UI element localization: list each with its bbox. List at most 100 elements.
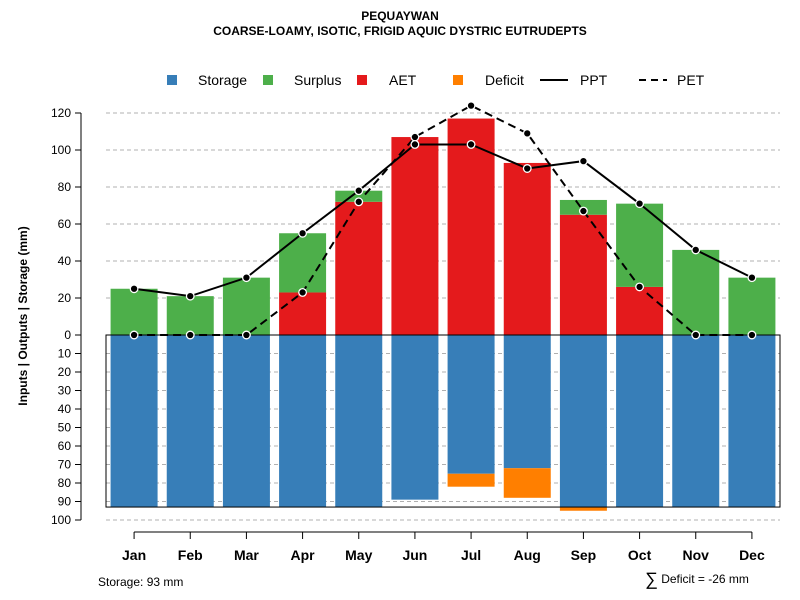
- y-tick-label: 100: [51, 513, 71, 527]
- legend-storage-label: Storage: [198, 72, 248, 88]
- storage-bar-jan: [110, 335, 158, 508]
- ppt-point-apr: [298, 228, 308, 238]
- ppt-point-sep: [578, 156, 588, 166]
- x-tick-label-feb: Feb: [178, 547, 203, 563]
- x-tick-label-jun: Jun: [402, 547, 427, 563]
- y-tick-label: 30: [58, 384, 72, 398]
- surplus-bar-may: [335, 190, 383, 202]
- ppt-point-aug: [522, 164, 532, 173]
- chart-subtitle: COARSE-LOAMY, ISOTIC, FRIGID AQUIC DYSTR…: [213, 24, 587, 38]
- aet-bar-oct: [616, 286, 664, 335]
- legend-aet-label: AET: [389, 72, 417, 88]
- legend-ppt-line-icon: [540, 79, 568, 81]
- pet-point-nov: [691, 330, 701, 340]
- pet-point-jun: [410, 132, 420, 142]
- y-tick-label: 80: [58, 476, 72, 490]
- storage-bar-may: [335, 335, 383, 508]
- x-tick-label-mar: Mar: [234, 547, 259, 563]
- y-tick-label: 40: [58, 254, 72, 268]
- y-tick-label: 100: [51, 143, 71, 157]
- aet-bar-aug: [503, 162, 551, 335]
- surplus-bar-dec: [728, 277, 776, 335]
- x-tick-label-aug: Aug: [514, 547, 541, 563]
- ppt-point-oct: [635, 199, 645, 209]
- y-tick-label: 20: [58, 291, 72, 305]
- aet-bar-apr: [279, 292, 327, 335]
- y-tick-label: 0: [64, 328, 71, 342]
- y-tick-label: 90: [58, 495, 72, 509]
- x-tick-label-may: May: [345, 547, 372, 563]
- pet-point-dec: [747, 330, 757, 340]
- chart-title: PEQUAYWAN: [361, 9, 439, 23]
- sum-symbol: ∑: [645, 569, 658, 589]
- storage-bar-sep: [559, 335, 607, 508]
- aet-bar-jul: [447, 118, 495, 335]
- deficit-text: Deficit = -26 mm: [661, 572, 749, 586]
- y-tick-label: 10: [58, 347, 72, 361]
- x-tick-label-jul: Jul: [461, 547, 481, 563]
- storage-bar-oct: [616, 335, 664, 508]
- storage-note: Storage: 93 mm: [98, 575, 184, 589]
- surplus-bar-mar: [222, 277, 270, 335]
- y-tick-label: 70: [58, 458, 72, 472]
- ppt-point-may: [354, 186, 364, 196]
- aet-bar-jun: [391, 137, 439, 335]
- deficit-bar-jul: [447, 473, 495, 487]
- legend-deficit-label: Deficit: [485, 72, 524, 88]
- storage-bar-mar: [222, 335, 270, 508]
- ppt-point-jun: [410, 139, 420, 149]
- x-tick-label-oct: Oct: [628, 547, 652, 563]
- legend-ppt-label: PPT: [580, 72, 608, 88]
- legend-pet-label: PET: [677, 72, 705, 88]
- storage-bar-dec: [728, 335, 776, 508]
- deficit-note: ∑ Deficit = -26 mm: [645, 569, 749, 590]
- pet-point-may: [354, 197, 364, 207]
- x-tick-label-dec: Dec: [739, 547, 765, 563]
- x-tick-label-jan: Jan: [122, 547, 146, 563]
- y-tick-label: 20: [58, 365, 72, 379]
- storage-bar-apr: [279, 335, 327, 508]
- legend-surplus-label: Surplus: [294, 72, 342, 88]
- y-tick-label: 80: [58, 180, 72, 194]
- storage-bar-nov: [672, 335, 720, 508]
- ppt-point-mar: [241, 273, 251, 283]
- deficit-bar-sep: [559, 507, 607, 511]
- ppt-point-feb: [185, 291, 195, 301]
- x-tick-label-nov: Nov: [683, 547, 710, 563]
- ppt-point-jan: [129, 284, 139, 294]
- pet-point-sep: [578, 206, 588, 216]
- deficit-bar-aug: [503, 468, 551, 498]
- pet-line: [134, 104, 752, 336]
- storage-bar-jun: [391, 335, 439, 500]
- pet-point-apr: [298, 288, 308, 297]
- storage-bar-jul: [447, 335, 495, 474]
- pet-point-jan: [129, 330, 139, 340]
- y-axis-label: Inputs | Outputs | Storage (mm): [16, 226, 30, 405]
- aet-bar-sep: [559, 214, 607, 335]
- ppt-point-jul: [466, 139, 476, 149]
- y-tick-label: 60: [58, 439, 72, 453]
- surplus-bar-apr: [279, 233, 327, 293]
- pet-point-feb: [185, 330, 195, 340]
- y-tick-label: 50: [58, 421, 72, 435]
- ppt-point-nov: [691, 245, 701, 255]
- y-tick-label: 60: [58, 217, 72, 231]
- legend-aet-swatch: [357, 75, 367, 85]
- surplus-bar-feb: [166, 296, 214, 335]
- legend-storage-swatch: [167, 75, 177, 85]
- pet-point-oct: [635, 282, 645, 292]
- legend-deficit-swatch: [453, 75, 463, 85]
- pet-point-mar: [241, 330, 251, 340]
- chart-legend: Storage Surplus AET Deficit PPT PET: [0, 70, 800, 90]
- y-tick-label: 120: [51, 106, 71, 120]
- storage-bar-feb: [166, 335, 214, 508]
- pet-point-aug: [522, 128, 532, 138]
- legend-pet-line-icon: [639, 79, 667, 81]
- surplus-bar-jan: [110, 288, 158, 335]
- x-tick-label-sep: Sep: [571, 547, 597, 563]
- x-tick-label-apr: Apr: [291, 547, 316, 563]
- storage-bar-aug: [503, 335, 551, 469]
- aet-bar-may: [335, 201, 383, 335]
- ppt-point-dec: [747, 273, 757, 283]
